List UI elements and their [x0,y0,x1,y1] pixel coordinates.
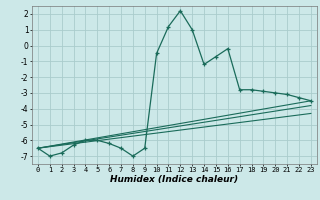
X-axis label: Humidex (Indice chaleur): Humidex (Indice chaleur) [110,175,238,184]
